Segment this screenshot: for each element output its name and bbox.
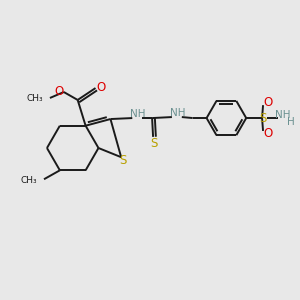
Text: H: H — [287, 117, 295, 127]
Text: O: O — [263, 96, 273, 109]
Text: O: O — [97, 81, 106, 94]
Text: CH₃: CH₃ — [20, 176, 37, 185]
Text: NH: NH — [170, 108, 186, 118]
Text: S: S — [260, 112, 267, 124]
Text: O: O — [263, 128, 273, 140]
Text: CH₃: CH₃ — [26, 94, 43, 103]
Text: NH: NH — [275, 110, 291, 120]
Text: NH: NH — [130, 109, 146, 119]
Text: S: S — [150, 137, 158, 150]
Text: O: O — [54, 85, 64, 98]
Text: S: S — [119, 154, 127, 167]
